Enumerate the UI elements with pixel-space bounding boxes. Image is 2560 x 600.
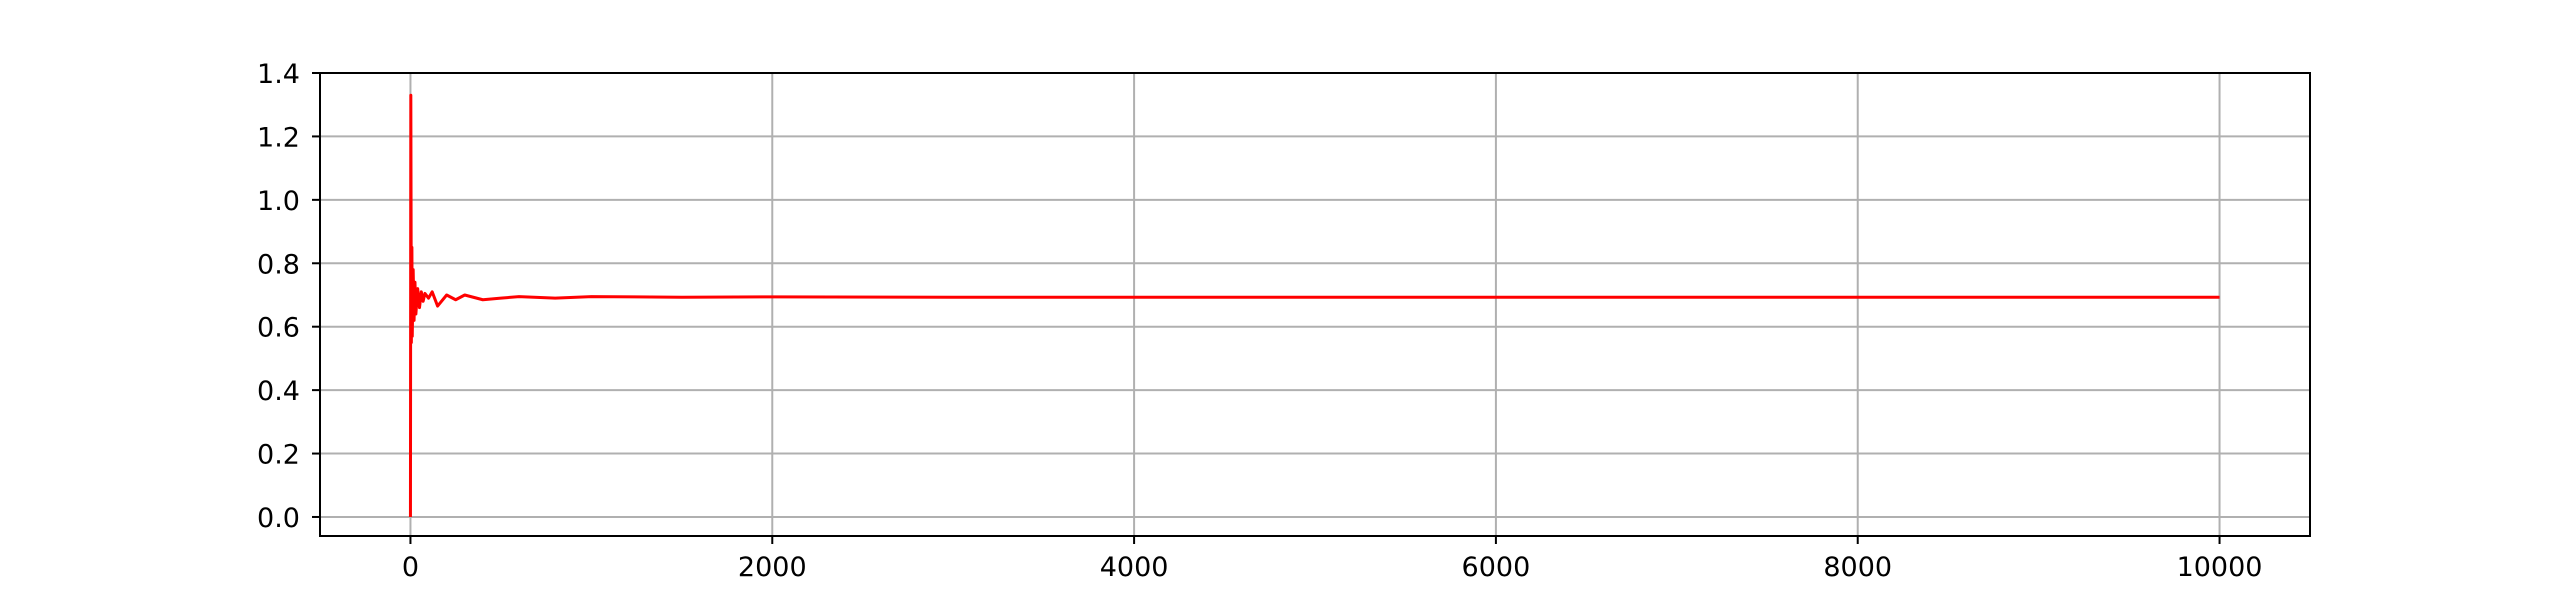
y-tick-label: 0.8	[257, 249, 300, 280]
y-tick-label: 1.4	[257, 59, 300, 90]
y-tick-label: 1.0	[257, 186, 300, 217]
x-tick-label: 8000	[1823, 552, 1892, 583]
x-tick-label: 6000	[1462, 552, 1531, 583]
series-layer	[408, 93, 2220, 517]
y-tick-label: 0.4	[257, 376, 300, 407]
y-tick-label: 0.0	[257, 503, 300, 534]
x-tick-label: 4000	[1100, 552, 1169, 583]
y-tick-label: 0.6	[257, 313, 300, 344]
x-tick-label: 0	[402, 552, 419, 583]
x-tick-label: 2000	[738, 552, 807, 583]
x-tick-label: 10000	[2177, 552, 2263, 583]
y-tick-label: 1.2	[257, 122, 300, 153]
series-line	[408, 93, 2220, 517]
grid-lines	[320, 72, 2310, 536]
y-tick-label: 0.2	[257, 440, 300, 471]
axis-ticks: 0 2000 4000 6000 8000 10000 0.0 0.2 0.4 0.6 0.8 1.0…	[257, 59, 2262, 583]
plot-frame	[319, 72, 2311, 537]
